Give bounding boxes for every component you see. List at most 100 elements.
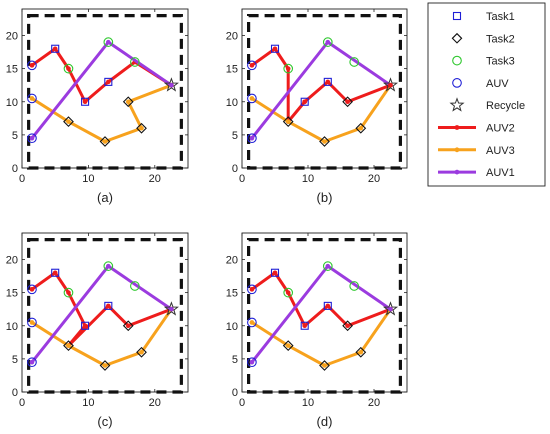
task3-marker — [322, 37, 333, 47]
route-point-auv1 — [29, 359, 35, 365]
route-point-auv2 — [272, 270, 278, 276]
axes-frame — [21, 8, 189, 169]
panel-caption: (c) — [97, 414, 112, 429]
y-tick-label: 15 — [6, 64, 18, 76]
legend-task2-marker — [451, 32, 463, 44]
task2-marker — [136, 122, 147, 134]
legend-auv1-dot — [454, 169, 460, 175]
legend-recycle-label: Recycle — [486, 100, 525, 112]
task1-marker — [300, 97, 309, 106]
task3-marker — [283, 63, 294, 74]
task1-marker — [104, 77, 113, 86]
route-point-auv2 — [29, 287, 35, 292]
x-tick-label: 0 — [239, 397, 245, 409]
route-point-auv1 — [169, 306, 174, 312]
task2-marker — [122, 320, 134, 332]
auv-marker — [27, 284, 37, 295]
task3-marker — [130, 281, 140, 291]
task2-marker — [99, 360, 111, 371]
legend-task1-label: Task1 — [486, 11, 515, 23]
route-point-auv2 — [82, 323, 88, 329]
route-point-auv3 — [322, 363, 327, 368]
y-tick-label: 0 — [232, 163, 238, 175]
route-point-auv2 — [106, 303, 111, 309]
recycle-marker — [163, 301, 179, 316]
y-tick-label: 5 — [12, 130, 18, 142]
route-point-auv3 — [66, 343, 71, 348]
task1-marker — [323, 77, 332, 86]
route-point-auv1 — [106, 263, 111, 269]
task1-marker — [51, 268, 60, 277]
route-line-auv1 — [250, 264, 392, 364]
boundary-dashed-box — [27, 238, 183, 394]
x-tick-label: 0 — [19, 173, 25, 185]
legend-auv-marker — [452, 78, 462, 88]
route-point-auv1 — [106, 39, 111, 45]
route-point-auv1 — [29, 135, 35, 141]
y-tick-label: 5 — [12, 354, 18, 366]
task2-marker — [63, 340, 74, 352]
route-point-auv2 — [285, 290, 291, 295]
y-tick-label: 5 — [232, 130, 238, 142]
panel-3: 0 10 20 0 5 10 15 20 (c) — [6, 232, 189, 429]
route-point-auv2 — [272, 46, 278, 52]
route-point-auv3 — [358, 349, 364, 355]
panel-2: 0 10 20 0 5 10 15 20 (b) — [226, 8, 408, 205]
route-point-auv2 — [52, 46, 58, 52]
route-line-auv2 — [250, 271, 392, 328]
task2-marker — [342, 96, 353, 108]
route-point-auv3 — [125, 99, 131, 105]
task2-marker — [282, 340, 294, 352]
boundary-dashed-box — [247, 14, 403, 170]
auv-marker — [27, 60, 37, 71]
legend-auv-label: AUV — [486, 78, 509, 90]
task1-marker — [323, 301, 332, 310]
panel-1: 0 10 20 0 5 10 15 20 (a) — [6, 8, 189, 205]
legend-auv3-dot — [454, 147, 460, 153]
task2-marker — [136, 346, 147, 358]
boundary-dashed-box — [27, 14, 183, 170]
x-tick-label: 20 — [149, 173, 161, 185]
task2-marker — [342, 320, 353, 332]
y-tick-label: 20 — [6, 255, 18, 267]
y-tick-label: 15 — [6, 288, 18, 300]
route-point-auv3 — [29, 96, 35, 101]
legend-auv2-dot — [454, 125, 460, 130]
task2-marker — [319, 136, 330, 147]
auv-marker — [247, 133, 257, 144]
y-tick-label: 5 — [232, 354, 238, 366]
y-tick-label: 0 — [12, 163, 18, 175]
route-line-auv2 — [250, 47, 307, 124]
legend-auv3-label: AUV3 — [486, 145, 515, 157]
task1-marker — [81, 97, 90, 106]
route-line-auv3 — [30, 83, 173, 143]
auv-marker — [27, 93, 37, 104]
task1-marker — [270, 268, 280, 277]
task1-marker — [300, 321, 309, 330]
legend-task1-marker — [452, 11, 462, 21]
task2-marker — [355, 122, 367, 134]
route-point-auv2 — [106, 79, 111, 85]
route-point-auv2 — [325, 79, 331, 85]
x-tick-label: 0 — [19, 397, 25, 409]
route-point-auv2 — [66, 290, 71, 295]
recycle-marker — [382, 77, 399, 92]
legend-task3-label: Task3 — [486, 56, 515, 68]
task1-marker — [270, 44, 280, 53]
route-point-auv3 — [139, 349, 144, 355]
route-point-auv3 — [322, 139, 327, 144]
route-point-auv1 — [325, 263, 331, 269]
task3-marker — [322, 261, 333, 271]
axes-frame — [241, 8, 408, 169]
legend: Task1 Task2 Task3 AUV Recycle AUV2 AUV3 AUV1 — [427, 2, 546, 187]
route-line-auv1 — [250, 40, 392, 140]
task1-marker — [81, 321, 90, 330]
panel-caption: (a) — [97, 190, 113, 205]
task3-marker — [349, 281, 360, 291]
route-point-auv3 — [285, 119, 291, 124]
auv-marker — [247, 357, 257, 368]
panel-caption: (b) — [317, 190, 333, 205]
task1-marker — [104, 301, 113, 310]
task3-marker — [63, 287, 74, 298]
